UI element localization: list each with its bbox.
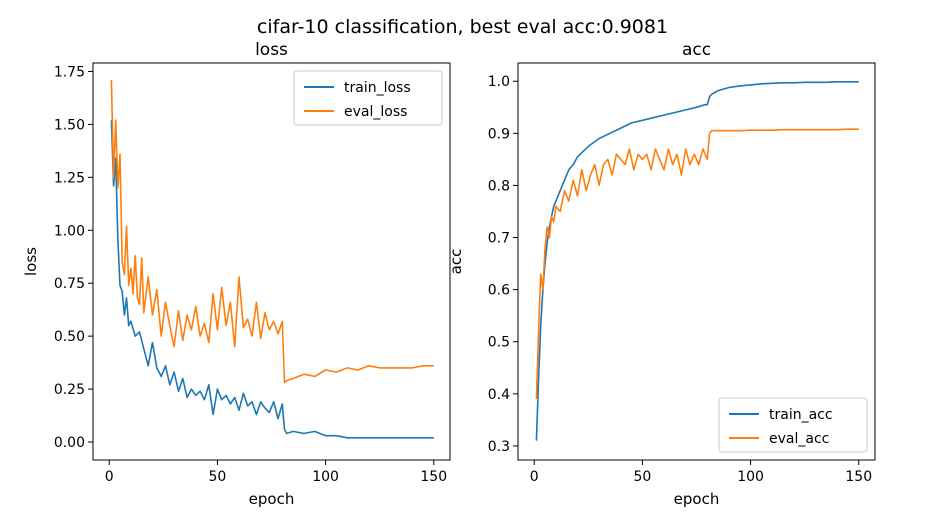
x-tick-label: 100: [312, 469, 339, 485]
x-tick-label: 100: [737, 469, 764, 485]
y-axis-label: loss: [22, 247, 40, 276]
axes-frame: [92, 62, 451, 461]
x-tick-label: 50: [208, 469, 226, 485]
loss-chart-panel: 0 50 100 150 0.00 0.25 0.50 0.75 1.00 1.25 1.50 1.7…: [22, 40, 451, 508]
chart-title: acc: [682, 40, 711, 60]
figure-suptitle: cifar-10 classification, best eval acc:0…: [256, 16, 669, 38]
series-line-eval_acc: [535, 128, 859, 400]
x-tick-label: 0: [105, 469, 114, 485]
y-tick-label: 0.00: [54, 435, 85, 451]
legend: train_loss eval_loss: [293, 70, 443, 126]
x-tick-label: 150: [845, 469, 872, 485]
series-line-eval_loss: [110, 79, 434, 384]
acc-chart-panel: 0 50 100 150 0.3 0.4 0.5 0.6 0.7 0.8 0.9 1.0 acc epoc…: [447, 40, 876, 508]
y-tick-label: 1.25: [54, 170, 85, 186]
y-tick-label: 0.75: [54, 276, 85, 292]
axes-frame: [517, 62, 876, 461]
y-axis-label: acc: [447, 249, 465, 275]
series-line-train_acc: [535, 81, 859, 441]
x-tick-label: 50: [633, 469, 651, 485]
y-tick-label: 1.50: [54, 117, 85, 133]
legend-label-train_loss: train_loss: [344, 80, 411, 96]
legend: train_acc eval_acc: [718, 397, 868, 453]
legend-label-train_acc: train_acc: [769, 407, 833, 423]
x-axis-label: epoch: [249, 490, 295, 508]
y-tick-label: 0.50: [54, 329, 85, 345]
series-line-train_loss: [110, 120, 434, 439]
y-tick-label: 0.7: [488, 231, 510, 247]
y-tick-label: 1.0: [488, 74, 510, 90]
y-tick-label: 0.25: [54, 382, 85, 398]
x-tick-label: 150: [420, 469, 447, 485]
chart-title: loss: [255, 40, 288, 60]
y-tick-label: 1.00: [54, 223, 85, 239]
legend-label-eval_acc: eval_acc: [769, 431, 829, 447]
y-tick-label: 0.5: [488, 335, 510, 351]
x-tick-label: 0: [530, 469, 539, 485]
y-tick-label: 0.8: [488, 178, 510, 194]
y-tick-label: 0.9: [488, 126, 510, 142]
x-axis-label: epoch: [674, 490, 720, 508]
y-tick-label: 1.75: [54, 64, 85, 80]
y-tick-label: 0.4: [488, 387, 510, 403]
y-tick-label: 0.3: [488, 439, 510, 455]
legend-label-eval_loss: eval_loss: [344, 104, 407, 120]
y-tick-label: 0.6: [488, 283, 510, 299]
